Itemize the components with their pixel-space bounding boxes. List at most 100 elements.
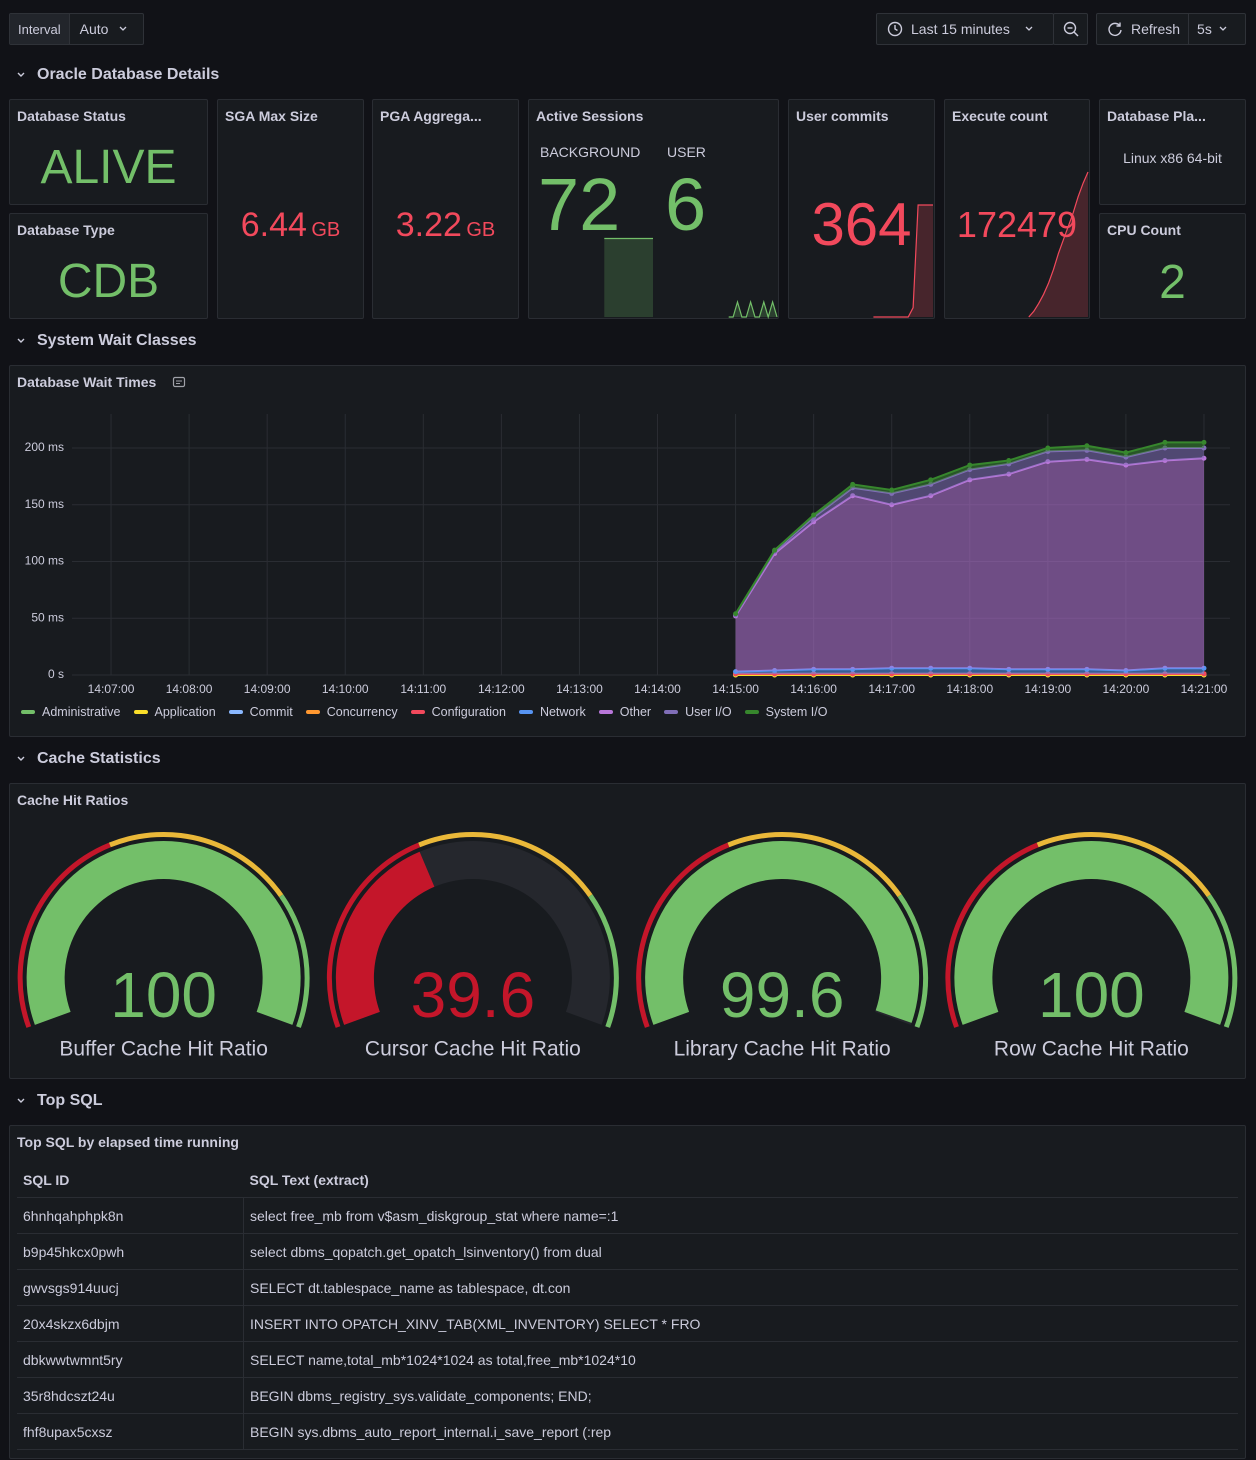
threshold-band bbox=[108, 832, 284, 898]
data-point bbox=[811, 512, 817, 518]
x-tick-label: 14:09:00 bbox=[244, 682, 291, 696]
legend-item[interactable]: Application bbox=[133, 705, 216, 719]
row-title: Oracle Database Details bbox=[37, 66, 220, 83]
stat-unit: GB bbox=[466, 219, 496, 241]
row-header[interactable]: Oracle Database Details bbox=[16, 66, 219, 84]
interval-picker[interactable]: Interval Auto bbox=[9, 13, 144, 45]
y-tick-label: 0 s bbox=[48, 667, 64, 681]
sparkline-area bbox=[1028, 172, 1088, 317]
table-cell: b9p45hkcx0pwh bbox=[17, 1233, 244, 1270]
stat-value: 3.22 bbox=[395, 206, 462, 244]
stat-value: Linux x86 64-bit bbox=[1123, 150, 1222, 166]
zoom-out-button[interactable] bbox=[1053, 13, 1088, 45]
data-point bbox=[928, 477, 934, 483]
refresh-picker[interactable]: Refresh 5s bbox=[1096, 13, 1246, 45]
x-tick-label: 14:19:00 bbox=[1024, 682, 1071, 696]
stat-value: CDB bbox=[57, 255, 160, 308]
threshold-band bbox=[279, 894, 310, 1028]
data-point bbox=[1084, 443, 1090, 449]
data-point bbox=[1162, 439, 1168, 445]
legend-swatch bbox=[598, 710, 613, 714]
refresh-icon bbox=[1108, 22, 1122, 36]
x-tick-label: 14:21:00 bbox=[1181, 682, 1228, 696]
panel-header: Database Wait Times bbox=[17, 374, 186, 390]
row-title: Top SQL bbox=[37, 1092, 103, 1109]
legend-item[interactable]: User I/O bbox=[664, 705, 732, 719]
threshold-band bbox=[418, 832, 593, 898]
row-header[interactable]: System Wait Classes bbox=[16, 332, 196, 350]
chevron bbox=[17, 1098, 25, 1103]
table-header-row: SQL ID SQL Text (extract) bbox=[17, 1162, 1238, 1198]
interval-label: Interval bbox=[10, 14, 70, 44]
stat-value-group: 6.44 GB bbox=[217, 205, 364, 252]
table-row: gwvsgs914uucj SELECT dt.tablespace_name a… bbox=[17, 1269, 1238, 1306]
table-body: 6hnhqahphpk8n select free_mb from v$asm_d… bbox=[17, 1197, 1238, 1450]
panel bbox=[1099, 213, 1246, 319]
row-header[interactable]: Cache Statistics bbox=[16, 750, 161, 768]
y-tick-label: 100 ms bbox=[25, 554, 64, 568]
table-cell: fhf8upax5cxsz bbox=[17, 1413, 244, 1450]
legend-item[interactable]: Configuration bbox=[410, 705, 506, 719]
table-cell: BEGIN sys.dbms_auto_report_internal.i_sa… bbox=[243, 1413, 1238, 1450]
panel bbox=[528, 99, 779, 319]
refresh-interval: 5s bbox=[1197, 21, 1212, 37]
gauge-value: 99.6 bbox=[720, 959, 845, 1031]
legend-swatch bbox=[744, 710, 759, 714]
x-tick-label: 14:08:00 bbox=[166, 682, 213, 696]
legend-label: Concurrency bbox=[326, 705, 398, 719]
data-point bbox=[1045, 445, 1051, 451]
legend-swatch bbox=[305, 710, 320, 714]
table-row: dbkwwtwmnt5ry SELECT name,total_mb*1024*1… bbox=[17, 1341, 1238, 1378]
chevron bbox=[17, 338, 25, 343]
legend-item[interactable]: Other bbox=[598, 705, 651, 719]
column-header[interactable]: SQL ID bbox=[17, 1162, 244, 1198]
y-tick-label: 150 ms bbox=[25, 497, 64, 511]
legend-item[interactable]: Commit bbox=[228, 705, 293, 719]
table-cell: select dbms_qopatch.get_opatch_lsinvento… bbox=[243, 1233, 1238, 1270]
stat-value: 364 bbox=[811, 191, 912, 258]
gauge-value: 100 bbox=[1038, 959, 1145, 1031]
x-tick-label: 14:17:00 bbox=[868, 682, 915, 696]
row-header[interactable]: Top SQL bbox=[16, 1092, 102, 1110]
table-row: 35r8hdcszt24u BEGIN dbms_registry_sys.val… bbox=[17, 1377, 1238, 1414]
stat-value: 2 bbox=[1159, 256, 1186, 309]
chevron bbox=[17, 756, 25, 761]
x-tick-label: 14:20:00 bbox=[1103, 682, 1150, 696]
panel bbox=[9, 783, 1246, 1079]
stat-value: 6 bbox=[665, 163, 707, 246]
chevron bbox=[119, 26, 127, 31]
x-tick-label: 14:14:00 bbox=[634, 682, 681, 696]
column-header[interactable]: SQL Text (extract) bbox=[243, 1162, 1238, 1198]
panel-title: SGA Max Size bbox=[225, 108, 318, 124]
table-cell: 20x4skzx6dbjm bbox=[17, 1305, 244, 1342]
threshold-band bbox=[1206, 894, 1238, 1028]
legend-item[interactable]: Network bbox=[518, 705, 586, 719]
data-point bbox=[850, 481, 856, 487]
table-cell: SELECT dt.tablespace_name as tablespace,… bbox=[243, 1269, 1238, 1306]
chevron bbox=[17, 72, 25, 77]
table-cell: SELECT name,total_mb*1024*1024 as total,… bbox=[243, 1341, 1238, 1378]
chevron bbox=[1025, 26, 1033, 31]
x-tick-label: 14:10:00 bbox=[322, 682, 369, 696]
refresh-button[interactable]: Refresh bbox=[1097, 14, 1190, 44]
legend-label: User I/O bbox=[685, 705, 732, 719]
stat-value: 6.44 bbox=[240, 206, 307, 244]
stat-value: 72 bbox=[538, 163, 621, 246]
gauge-fill bbox=[26, 841, 301, 1025]
row-title: Cache Statistics bbox=[37, 750, 161, 767]
clock-icon bbox=[887, 21, 903, 37]
legend-item[interactable]: Concurrency bbox=[305, 705, 398, 719]
legend-item[interactable]: Administrative bbox=[21, 705, 121, 719]
chevron bbox=[1219, 26, 1227, 31]
time-range-picker[interactable]: Last 15 minutes bbox=[876, 13, 1054, 45]
legend-item[interactable]: System I/O bbox=[744, 705, 827, 719]
data-point bbox=[967, 462, 973, 468]
gauge-label: Library Cache Hit Ratio bbox=[674, 1038, 891, 1061]
y-tick-label: 50 ms bbox=[31, 610, 64, 624]
stat-value-group: 3.22 GB bbox=[372, 205, 519, 252]
legend-swatch bbox=[664, 710, 679, 714]
x-tick-label: 14:18:00 bbox=[946, 682, 993, 696]
gauge-value: 100 bbox=[110, 959, 217, 1031]
x-tick-label: 14:12:00 bbox=[478, 682, 525, 696]
legend-swatch bbox=[228, 710, 243, 714]
